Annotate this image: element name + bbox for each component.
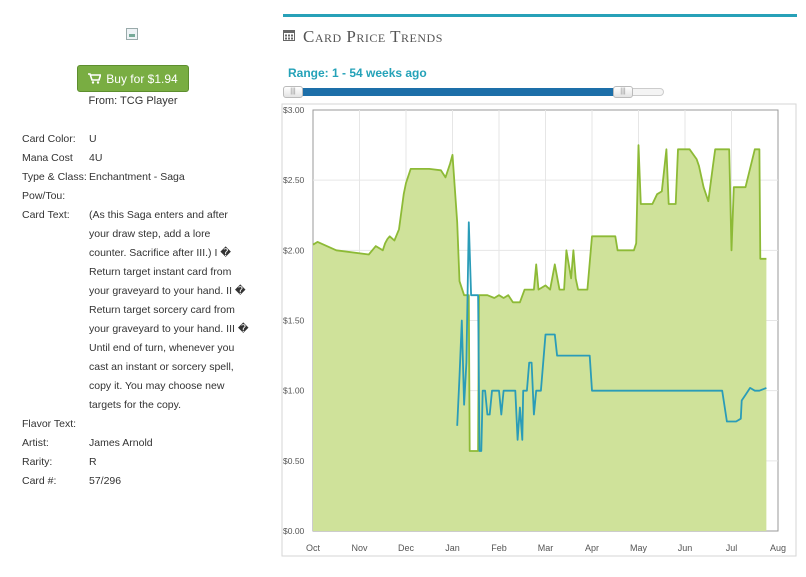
seller-label: From: TCG Player [88, 95, 178, 107]
x-tick-label: May [630, 543, 648, 553]
detail-key: Mana Cost [22, 152, 73, 164]
detail-key: Flavor Text: [22, 418, 77, 430]
detail-row: Card Color: U [22, 130, 262, 149]
series-area-fill [313, 145, 767, 531]
detail-key: Type & Class: [22, 171, 87, 183]
detail-value: 4U [89, 152, 103, 164]
x-tick-label: Apr [585, 543, 599, 553]
panel-header-bar [283, 14, 797, 17]
x-tick-label: Jul [726, 543, 738, 553]
x-tick-label: Jun [678, 543, 693, 553]
detail-key: Pow/Tou: [22, 190, 66, 202]
detail-row: Rarity: R [22, 453, 262, 472]
x-tick-label: Dec [398, 543, 415, 553]
range-slider[interactable]: ||| ||| [283, 86, 664, 98]
detail-row: Flavor Text: [22, 415, 262, 434]
detail-key: Artist: [22, 437, 49, 449]
detail-row: Artist: James Arnold [22, 434, 262, 453]
detail-value [89, 415, 249, 434]
detail-value: (As this Saga enters and after your draw… [89, 209, 249, 411]
calendar-icon [283, 28, 295, 46]
buy-button-label: Buy for $1.94 [106, 71, 178, 86]
x-tick-label: Aug [770, 543, 786, 553]
x-tick-label: Nov [351, 543, 368, 553]
x-tick-label: Jan [445, 543, 460, 553]
card-details: Card Color: U Mana Cost 4U Type & Class: Ench… [22, 130, 262, 491]
broken-image-icon [126, 28, 138, 40]
detail-value [89, 187, 249, 206]
card-info-panel: Buy for $1.94 From: TCG Player Card Colo… [0, 0, 270, 577]
x-tick-label: Feb [491, 543, 507, 553]
range-label: Range: 1 - 54 weeks ago [288, 66, 427, 80]
detail-row: Pow/Tou: [22, 187, 262, 206]
detail-value: 57/296 [89, 475, 122, 487]
detail-value: Enchantment - Saga [89, 171, 185, 183]
detail-value: James Arnold [89, 437, 153, 449]
y-tick-label: $2.00 [283, 245, 305, 255]
slider-handle-end[interactable]: ||| [613, 86, 633, 98]
slider-handle-start[interactable]: ||| [283, 86, 303, 98]
detail-row: Card #: 57/296 [22, 472, 262, 491]
series-line-blue [456, 221, 767, 452]
y-tick-label: $2.50 [283, 175, 305, 185]
buy-button[interactable]: Buy for $1.94 [77, 65, 189, 92]
y-tick-label: $3.00 [283, 105, 305, 115]
detail-key: Card Color: [22, 133, 76, 145]
y-tick-label: $1.00 [283, 386, 305, 396]
panel-title-text: Card Price Trends [303, 27, 443, 46]
x-tick-label: Mar [538, 543, 554, 553]
panel-title: Card Price Trends [283, 26, 443, 48]
detail-key: Card #: [22, 475, 57, 487]
series-line-green [312, 144, 767, 452]
detail-value: U [89, 133, 97, 145]
y-tick-label: $0.50 [283, 456, 305, 466]
detail-key: Rarity: [22, 456, 53, 468]
price-trend-chart: Oct Nov Dec Jan Feb Mar Apr May Jun Jul Aug $0.00 $0… [281, 103, 797, 557]
detail-value: R [89, 456, 97, 468]
cart-icon [88, 73, 102, 84]
x-tick-label: Oct [306, 543, 321, 553]
detail-key: Card Text: [22, 209, 70, 221]
y-tick-label: $0.00 [283, 526, 305, 536]
detail-row: Type & Class: Enchantment - Saga [22, 168, 262, 187]
detail-row: Mana Cost 4U [22, 149, 262, 168]
slider-range-fill [291, 88, 621, 96]
detail-row: Card Text: (As this Saga enters and after… [22, 206, 262, 415]
y-tick-label: $1.50 [283, 316, 305, 326]
